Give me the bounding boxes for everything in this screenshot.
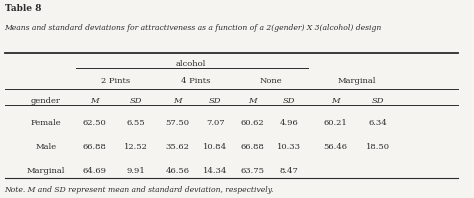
Text: Table 8: Table 8 [5, 4, 41, 13]
Text: 46.56: 46.56 [165, 167, 189, 175]
Text: SD: SD [371, 97, 384, 105]
Text: 6.34: 6.34 [368, 119, 387, 127]
Text: 18.50: 18.50 [365, 143, 390, 150]
Text: 66.88: 66.88 [82, 143, 106, 150]
Text: 9.91: 9.91 [127, 167, 145, 175]
Text: 63.75: 63.75 [240, 167, 264, 175]
Text: 64.69: 64.69 [82, 167, 106, 175]
Text: M: M [248, 97, 256, 105]
Text: 8.47: 8.47 [280, 167, 299, 175]
Text: SD: SD [209, 97, 222, 105]
Text: 7.07: 7.07 [206, 119, 225, 127]
Text: 62.50: 62.50 [82, 119, 106, 127]
Text: 12.52: 12.52 [124, 143, 148, 150]
Text: 60.21: 60.21 [323, 119, 347, 127]
Text: SD: SD [129, 97, 142, 105]
Text: Marginal: Marginal [337, 77, 375, 85]
Text: 2 Pints: 2 Pints [100, 77, 130, 85]
Text: 56.46: 56.46 [323, 143, 347, 150]
Text: 66.88: 66.88 [240, 143, 264, 150]
Text: 4.96: 4.96 [280, 119, 299, 127]
Text: M: M [173, 97, 182, 105]
Text: gender: gender [31, 97, 61, 105]
Text: Means and standard deviations for attractiveness as a function of a 2(gender) X : Means and standard deviations for attrac… [5, 24, 382, 32]
Text: 60.62: 60.62 [240, 119, 264, 127]
Text: alcohol: alcohol [176, 60, 206, 68]
Text: M: M [90, 97, 99, 105]
Text: 35.62: 35.62 [165, 143, 189, 150]
Text: 14.34: 14.34 [203, 167, 228, 175]
Text: Note. M and SD represent mean and standard deviation, respectively.: Note. M and SD represent mean and standa… [5, 186, 274, 194]
Text: SD: SD [283, 97, 295, 105]
Text: 10.84: 10.84 [203, 143, 228, 150]
Text: None: None [259, 77, 282, 85]
Text: 4 Pints: 4 Pints [182, 77, 211, 85]
Text: Male: Male [36, 143, 56, 150]
Text: 57.50: 57.50 [165, 119, 189, 127]
Text: 10.33: 10.33 [277, 143, 301, 150]
Text: 6.55: 6.55 [127, 119, 145, 127]
Text: M: M [331, 97, 339, 105]
Text: Female: Female [31, 119, 61, 127]
Text: Marginal: Marginal [27, 167, 65, 175]
